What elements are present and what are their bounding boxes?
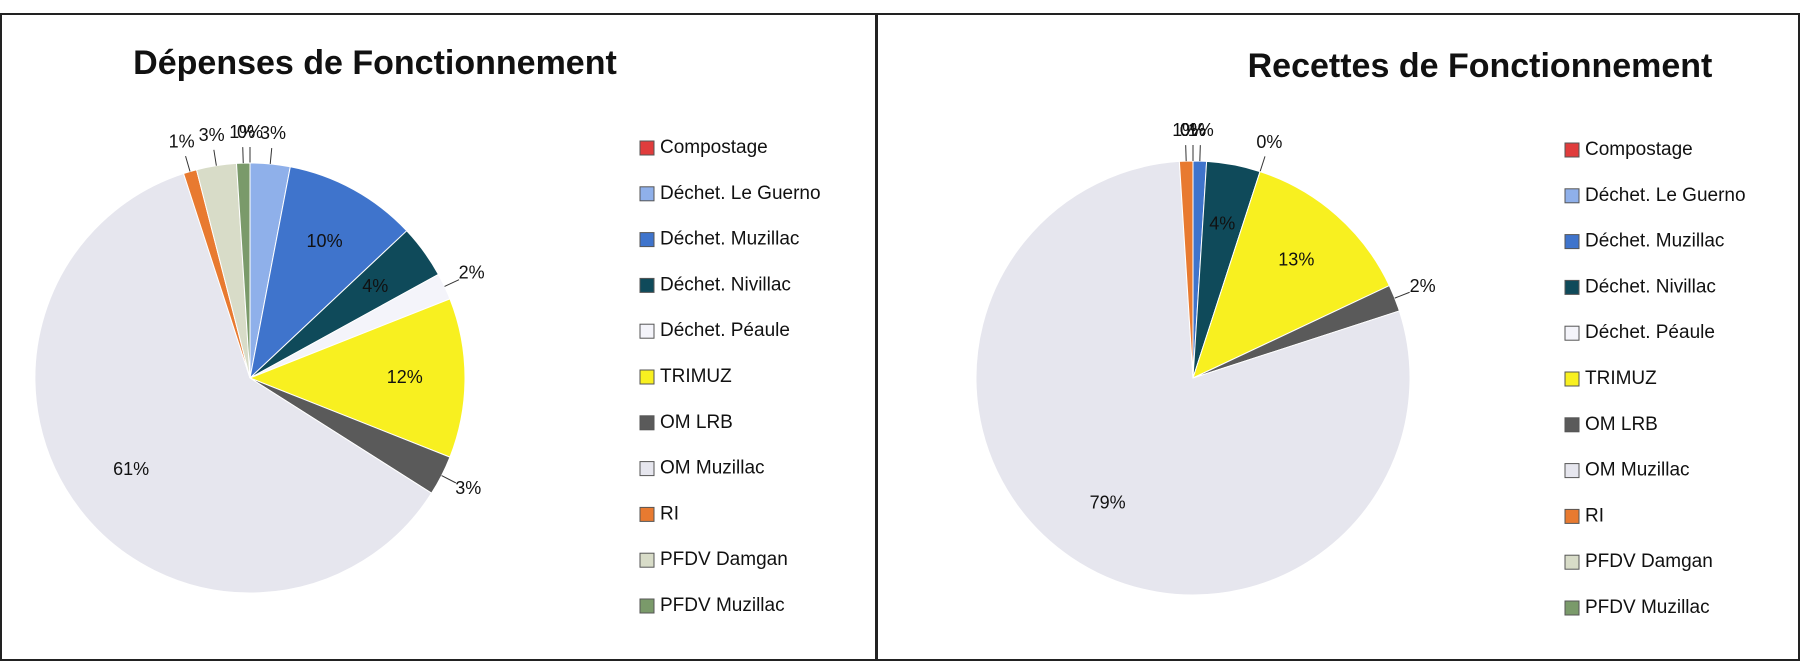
data-label: 12% — [387, 367, 423, 387]
data-label: 4% — [362, 276, 388, 296]
legend-label: PFDV Muzillac — [660, 595, 785, 616]
legend-swatch — [1564, 234, 1580, 250]
leader-line — [1199, 145, 1201, 162]
legend-label: Déchet. Le Guerno — [660, 183, 821, 204]
leader-line — [269, 147, 273, 165]
legend-swatch — [639, 277, 655, 293]
data-label: 3% — [199, 125, 225, 145]
data-label: 61% — [113, 459, 149, 479]
data-label: 1% — [1172, 120, 1198, 140]
data-label: 1% — [229, 122, 255, 142]
legend-label: Déchet. Péaule — [660, 320, 790, 341]
legend-swatch — [1564, 508, 1580, 524]
legend-swatch — [1564, 554, 1580, 570]
legend-swatch — [639, 598, 655, 614]
legend-label: TRIMUZ — [1585, 368, 1657, 389]
legend-swatch — [1564, 279, 1580, 295]
pie-slice — [975, 160, 1411, 596]
pie-slice — [34, 172, 433, 594]
legend-label: Déchet. Péaule — [1585, 322, 1715, 343]
data-label: 10% — [307, 231, 343, 251]
legend-label: PFDV Damgan — [660, 549, 788, 570]
leader-line — [213, 149, 217, 166]
legend-label: Compostage — [1585, 139, 1693, 160]
legend-label: RI — [660, 503, 679, 524]
legend-label: Déchet. Nivillac — [1585, 276, 1716, 297]
pie-slice — [248, 298, 466, 458]
data-label: 13% — [1278, 250, 1314, 270]
data-label: 0% — [1180, 120, 1206, 140]
legend-label: PFDV Muzillac — [1585, 597, 1710, 618]
leader-line — [185, 156, 191, 172]
data-label: 2% — [1410, 276, 1436, 296]
leader-line — [444, 279, 460, 287]
pie-slice — [1192, 170, 1391, 379]
data-label: 3% — [260, 123, 286, 143]
legend-swatch — [639, 506, 655, 522]
legend-swatch — [639, 140, 655, 156]
legend-label: Déchet. Muzillac — [660, 229, 799, 250]
legend-label: Déchet. Le Guerno — [1585, 185, 1746, 206]
legend-swatch — [639, 232, 655, 248]
legend-label: OM Muzillac — [660, 458, 765, 479]
data-label: 0% — [1256, 132, 1282, 152]
legend-swatch — [639, 369, 655, 385]
legend-label: TRIMUZ — [660, 366, 732, 387]
leader-line — [1394, 291, 1410, 299]
legend-label: RI — [1585, 505, 1604, 526]
legend-swatch — [639, 186, 655, 202]
data-label: 79% — [1090, 492, 1126, 512]
chart-title: Dépenses de Fonctionnement — [133, 44, 617, 82]
legend-label: OM LRB — [660, 412, 733, 433]
legend-swatch — [1564, 417, 1580, 433]
legend-label: Déchet. Muzillac — [1585, 231, 1724, 252]
data-label: 0% — [1180, 120, 1206, 140]
leader-line — [1185, 145, 1187, 162]
data-label: 1% — [1188, 120, 1214, 140]
data-label: 4% — [1209, 213, 1235, 233]
legend-label: OM LRB — [1585, 414, 1658, 435]
leader-line — [1259, 156, 1266, 172]
legend-label: Compostage — [660, 137, 768, 158]
chart-title: Recettes de Fonctionnement — [1248, 47, 1713, 85]
data-label: 0% — [237, 122, 263, 142]
legend-swatch — [1564, 463, 1580, 479]
legend-swatch — [1564, 188, 1580, 204]
legend-swatch — [639, 461, 655, 477]
legend-label: OM Muzillac — [1585, 460, 1690, 481]
legend-swatch — [639, 552, 655, 568]
legend-swatch — [1564, 600, 1580, 616]
leader-line — [242, 147, 244, 164]
legend-label: PFDV Damgan — [1585, 551, 1713, 572]
data-label: 3% — [455, 478, 481, 498]
legend-swatch — [1564, 142, 1580, 158]
legend-swatch — [1564, 371, 1580, 387]
legend-swatch — [639, 323, 655, 339]
pie-slice — [249, 166, 408, 380]
data-label: 1% — [169, 131, 195, 151]
legend-label: Déchet. Nivillac — [660, 274, 791, 295]
data-label: 2% — [459, 262, 485, 282]
legend-swatch — [639, 415, 655, 431]
data-label: 0% — [1180, 120, 1206, 140]
legend-swatch — [1564, 325, 1580, 341]
data-label: 0% — [1180, 120, 1206, 140]
leader-line — [441, 475, 457, 484]
